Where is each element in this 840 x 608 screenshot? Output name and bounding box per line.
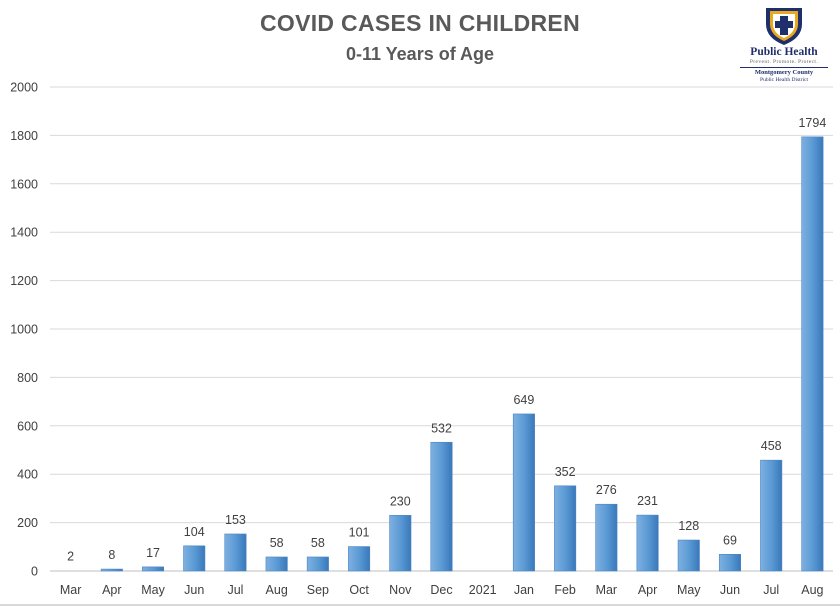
- bar: [224, 533, 247, 572]
- y-tick-label: 1200: [10, 274, 38, 288]
- public-health-logo: Public Health Prevent. Promote. Protect.…: [734, 4, 834, 90]
- data-label: 532: [431, 421, 452, 435]
- bar: [554, 485, 577, 572]
- data-label: 352: [555, 465, 576, 479]
- x-tick-label: Oct: [349, 583, 369, 597]
- bar: [306, 556, 329, 572]
- logo-district: Public Health District: [760, 77, 808, 83]
- data-label: 128: [678, 519, 699, 533]
- x-tick-label: Jun: [184, 583, 204, 597]
- bar: [512, 413, 535, 572]
- x-tick-label: Dec: [430, 583, 452, 597]
- x-tick-label: Sep: [307, 583, 329, 597]
- data-label: 8: [108, 548, 115, 562]
- y-tick-label: 200: [17, 516, 38, 530]
- logo-brand: Public Health: [750, 46, 818, 58]
- bar: [100, 568, 123, 572]
- x-tick-label: May: [677, 583, 701, 597]
- x-tick-label: Apr: [102, 583, 121, 597]
- x-tick-label: 2021: [469, 583, 497, 597]
- bottom-border: [0, 604, 840, 606]
- data-label: 58: [270, 536, 284, 550]
- x-tick-label: Nov: [389, 583, 412, 597]
- bar: [677, 539, 700, 572]
- data-label: 231: [637, 494, 658, 508]
- data-label: 2: [67, 550, 74, 564]
- x-tick-label: Apr: [638, 583, 657, 597]
- x-tick-label: Mar: [60, 583, 82, 597]
- y-tick-label: 2000: [10, 81, 38, 95]
- y-tick-label: 0: [31, 565, 38, 579]
- y-tick-label: 600: [17, 419, 38, 433]
- y-tick-label: 800: [17, 371, 38, 385]
- x-tick-label: Feb: [554, 583, 576, 597]
- shield-cross-icon: [766, 8, 802, 45]
- bar: [801, 136, 824, 572]
- data-label: 276: [596, 483, 617, 497]
- x-tick-label: Jul: [227, 583, 243, 597]
- logo-tagline: Prevent. Promote. Protect.: [749, 59, 819, 65]
- x-tick-label: May: [141, 583, 165, 597]
- x-tick-label: Mar: [596, 583, 618, 597]
- logo-county: Montgomery County: [754, 69, 814, 76]
- data-label: 104: [184, 525, 205, 539]
- bar: [265, 556, 288, 572]
- bar: [595, 503, 618, 572]
- logo-divider: [740, 67, 828, 68]
- bar: [718, 554, 741, 572]
- data-label: 17: [146, 546, 160, 560]
- y-tick-label: 1400: [10, 226, 38, 240]
- chart-title: COVID CASES IN CHILDREN: [260, 10, 580, 36]
- bar: [389, 515, 412, 572]
- y-tick-label: 1600: [10, 177, 38, 191]
- bar: [760, 459, 783, 572]
- data-label: 649: [513, 393, 534, 407]
- bar: [430, 441, 453, 572]
- data-label: 153: [225, 513, 246, 527]
- x-tick-label: Jan: [514, 583, 534, 597]
- chart-subtitle: 0-11 Years of Age: [345, 44, 495, 64]
- bar: [183, 545, 206, 572]
- bar: [142, 566, 165, 572]
- data-label: 1794: [798, 116, 826, 130]
- bar: [636, 514, 659, 572]
- x-tick-label: Jun: [720, 583, 740, 597]
- y-tick-label: 1800: [10, 129, 38, 143]
- data-label: 58: [311, 536, 325, 550]
- y-tick-label: 1000: [10, 323, 38, 337]
- data-label: 458: [761, 439, 782, 453]
- y-tick-label: 400: [17, 468, 38, 482]
- data-label: 230: [390, 494, 411, 508]
- x-tick-label: Jul: [763, 583, 779, 597]
- x-tick-label: Aug: [266, 583, 288, 597]
- x-tick-label: Aug: [801, 583, 823, 597]
- bar: [348, 546, 371, 572]
- data-label: 101: [349, 526, 370, 540]
- data-label: 69: [723, 533, 737, 547]
